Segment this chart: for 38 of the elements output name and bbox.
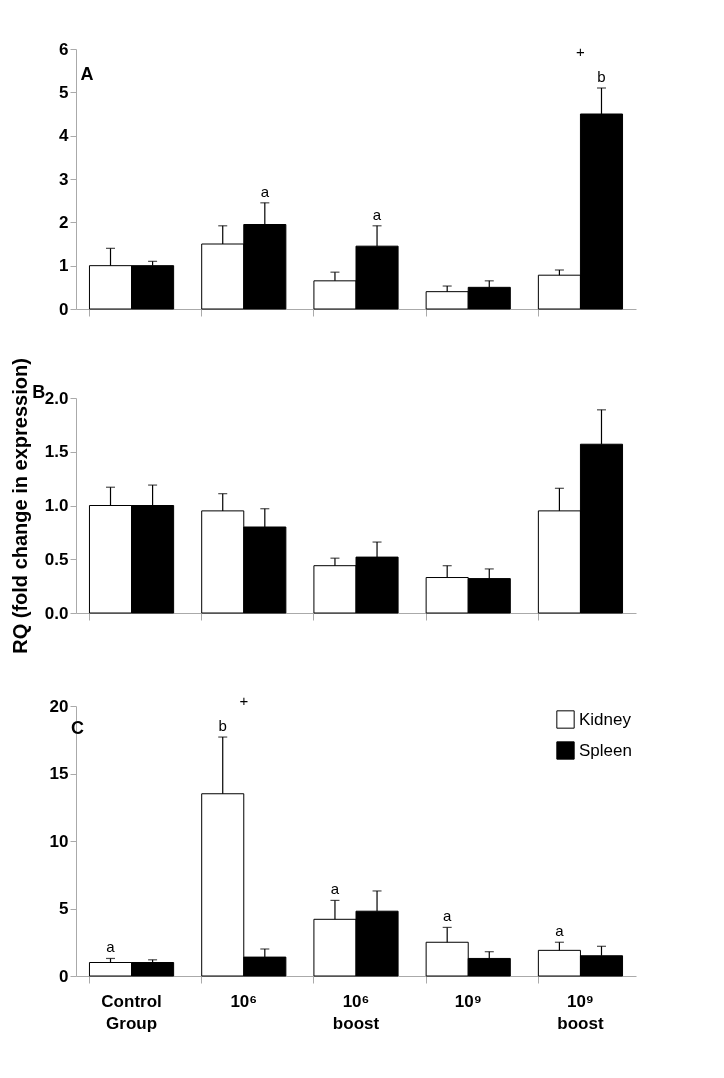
- y-tick-label: 1.5: [44, 442, 69, 462]
- y-tick-label: 20: [49, 696, 69, 716]
- x-tick-label: 10⁹ boost: [557, 991, 604, 1033]
- y-tick-label: 5: [59, 82, 69, 102]
- chart-title: B: [32, 381, 46, 402]
- y-tick-label: 2: [59, 212, 69, 232]
- annotation: b: [597, 68, 606, 85]
- y-tick-label: 6: [59, 39, 69, 59]
- annotation: +: [576, 43, 586, 60]
- legend-label: Spleen: [579, 740, 632, 760]
- y-axis-title: RQ (fold change in expression): [8, 358, 31, 654]
- y-tick-label: 1: [59, 256, 69, 276]
- y-tick-label: 0: [59, 299, 69, 319]
- annotation: +: [239, 692, 249, 710]
- annotation: a: [330, 880, 340, 898]
- y-tick-label: 3: [59, 169, 69, 189]
- y-tick-label: 0.0: [44, 603, 69, 623]
- legend-label: Kidney: [579, 709, 632, 729]
- y-tick-label: 0.5: [44, 549, 69, 569]
- y-tick-label: 2.0: [44, 388, 69, 408]
- annotation: a: [443, 907, 453, 925]
- x-tick-label: 10⁶ boost: [332, 991, 380, 1033]
- text: C: [71, 718, 85, 739]
- x-tick-label: Control Group: [101, 991, 162, 1033]
- y-tick-label: 5: [59, 899, 69, 918]
- y-tick-label: 0: [59, 966, 69, 986]
- y-tick-label: 10: [49, 831, 69, 851]
- x-tick-label: 10⁹: [454, 991, 482, 1011]
- y-tick-label: 15: [49, 764, 69, 783]
- y-tick-label: 1.0: [44, 496, 69, 515]
- annotation: a: [555, 922, 565, 940]
- annotation: a: [106, 938, 116, 956]
- x-tick-label: 10⁶: [230, 991, 258, 1011]
- annotation: b: [218, 717, 227, 735]
- y-tick-label: 4: [59, 126, 70, 146]
- annotation: a: [372, 205, 382, 223]
- text: A: [80, 64, 94, 84]
- annotation: a: [260, 182, 270, 200]
